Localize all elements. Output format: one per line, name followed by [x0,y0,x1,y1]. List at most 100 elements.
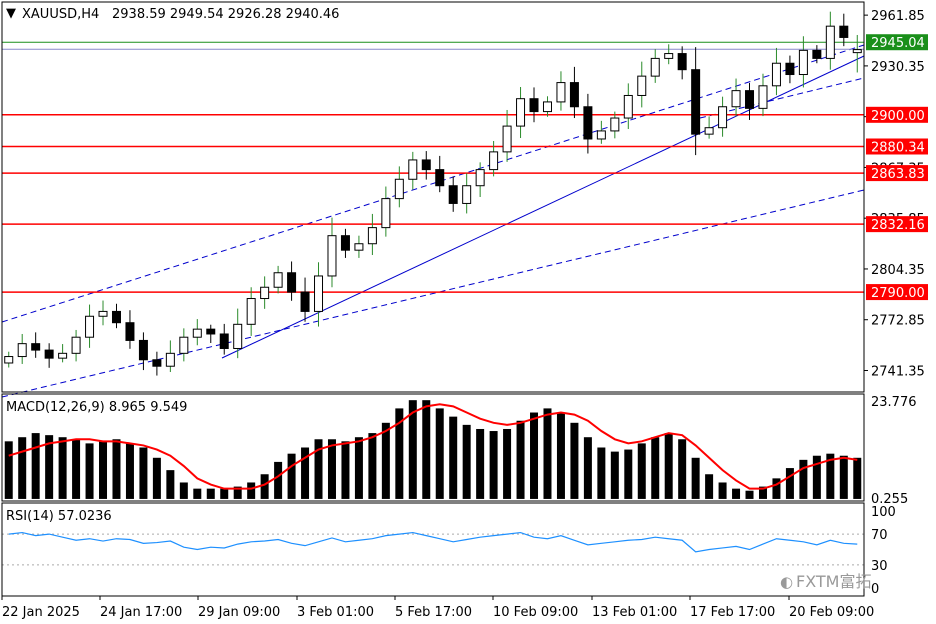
level-price-tag [866,284,928,301]
candle-body [233,323,243,349]
candle-body [111,310,121,324]
macd-histogram-bar [4,441,13,499]
level-price-tag [866,138,928,155]
macd-histogram-bar [179,482,188,499]
candle-body [596,130,606,140]
macd-histogram-bar [597,447,606,499]
time-tick-label: 29 Jan 09:00 [198,605,280,620]
rsi-panel[interactable]: 100 70 30 0 [2,505,896,597]
time-tick-label: 22 Jan 2025 [2,605,80,620]
macd-histogram-bar [853,457,862,499]
candle-body [610,117,620,132]
macd-histogram-bar [99,441,108,499]
candle-body [85,315,95,338]
macd-histogram-bar [220,488,229,499]
candle-body [179,336,189,354]
macd-histogram-bar [341,441,350,499]
macd-histogram-bar [624,449,633,499]
rsi-tick-label: 70 [871,528,888,543]
candle-body [327,235,337,277]
candle-body [677,53,687,71]
macd-histogram-bar [18,437,27,499]
macd-histogram-bar [691,457,700,499]
candle-body [745,90,755,109]
macd-histogram-bar [247,482,256,499]
macd-panel[interactable]: 23.776 0.255 [4,395,917,507]
candle-body [138,339,148,361]
candle-body [462,185,472,204]
macd-histogram-bar [758,486,767,499]
candle-body [4,356,14,364]
macd-histogram-bar [193,488,202,499]
candle-body [718,106,728,129]
macd-histogram-bar [435,408,444,499]
collapse-arrow-icon[interactable]: ▼ [6,6,16,21]
candle-body [287,272,297,293]
panel-border [1,1,865,393]
candle-body [812,49,822,59]
macd-histogram-bar [556,412,565,499]
level-price-label: 2790.00 [871,286,925,301]
candle-body [152,359,162,367]
candle-body [17,343,27,358]
macd-histogram-bar [651,437,660,499]
macd-histogram-bar [422,400,431,499]
macd-histogram-bar [354,437,363,499]
macd-histogram-bar [408,400,417,499]
macd-histogram-bar [125,443,134,499]
macd-histogram-bar [772,478,781,499]
macd-tick-label: 23.776 [871,395,917,410]
price-tick-label: 2804.35 [871,263,925,278]
macd-histogram-bar [206,488,215,499]
macd-histogram-bar [826,453,835,499]
candle-body [367,227,377,245]
candle-body [839,25,849,38]
time-tick-label: 24 Jan 17:00 [100,605,182,620]
time-tick-label: 10 Feb 09:00 [493,605,578,620]
panel-border [1,502,865,597]
candle-body [354,243,364,251]
macd-histogram-bar [462,424,471,499]
rsi-tick-label: 0 [871,582,879,597]
macd-histogram-bar [166,470,175,499]
macd-histogram-bar [381,422,390,499]
macd-histogram-bar [368,433,377,499]
candle-body [731,90,741,108]
candle-body [44,349,54,359]
rsi-tick-label: 100 [871,505,896,520]
level-price-label: 2832.16 [871,218,925,233]
macd-histogram-bar [260,474,269,499]
macd-histogram-bar [314,439,323,499]
candle-body [394,178,404,200]
macd-histogram-bar [152,457,161,499]
trend-line [1,44,865,323]
price-tick-label: 2741.35 [871,364,925,379]
candle-body [260,286,270,300]
price-chart-panel[interactable]: 2961.852930.352898.852867.352835.852804.… [1,9,928,398]
candle-body [758,85,768,109]
symbol-label: XAUUSD,H4 [22,7,99,22]
macd-histogram-bar [664,433,673,499]
time-tick-label: 13 Feb 01:00 [592,605,677,620]
macd-histogram-bar [785,468,794,499]
macd-histogram-bar [58,437,67,499]
trend-line [221,55,865,359]
candle-body [771,62,781,87]
macd-histogram-bar [812,455,821,499]
candle-body [852,49,862,54]
current-price-label: 2945.04 [871,36,925,51]
time-tick-label: 3 Feb 01:00 [297,605,374,620]
candle-body [650,57,660,77]
level-price-label: 2880.34 [871,140,925,155]
candle-body [165,352,175,367]
macd-histogram-bar [449,416,458,499]
macd-histogram-bar [570,422,579,499]
macd-histogram-bar [530,412,539,499]
candle-body [300,291,310,312]
candle-body [529,98,539,113]
macd-histogram-bar [637,443,646,499]
candle-body [489,151,499,171]
macd-histogram-bar [489,431,498,499]
macd-histogram-bar [287,453,296,499]
